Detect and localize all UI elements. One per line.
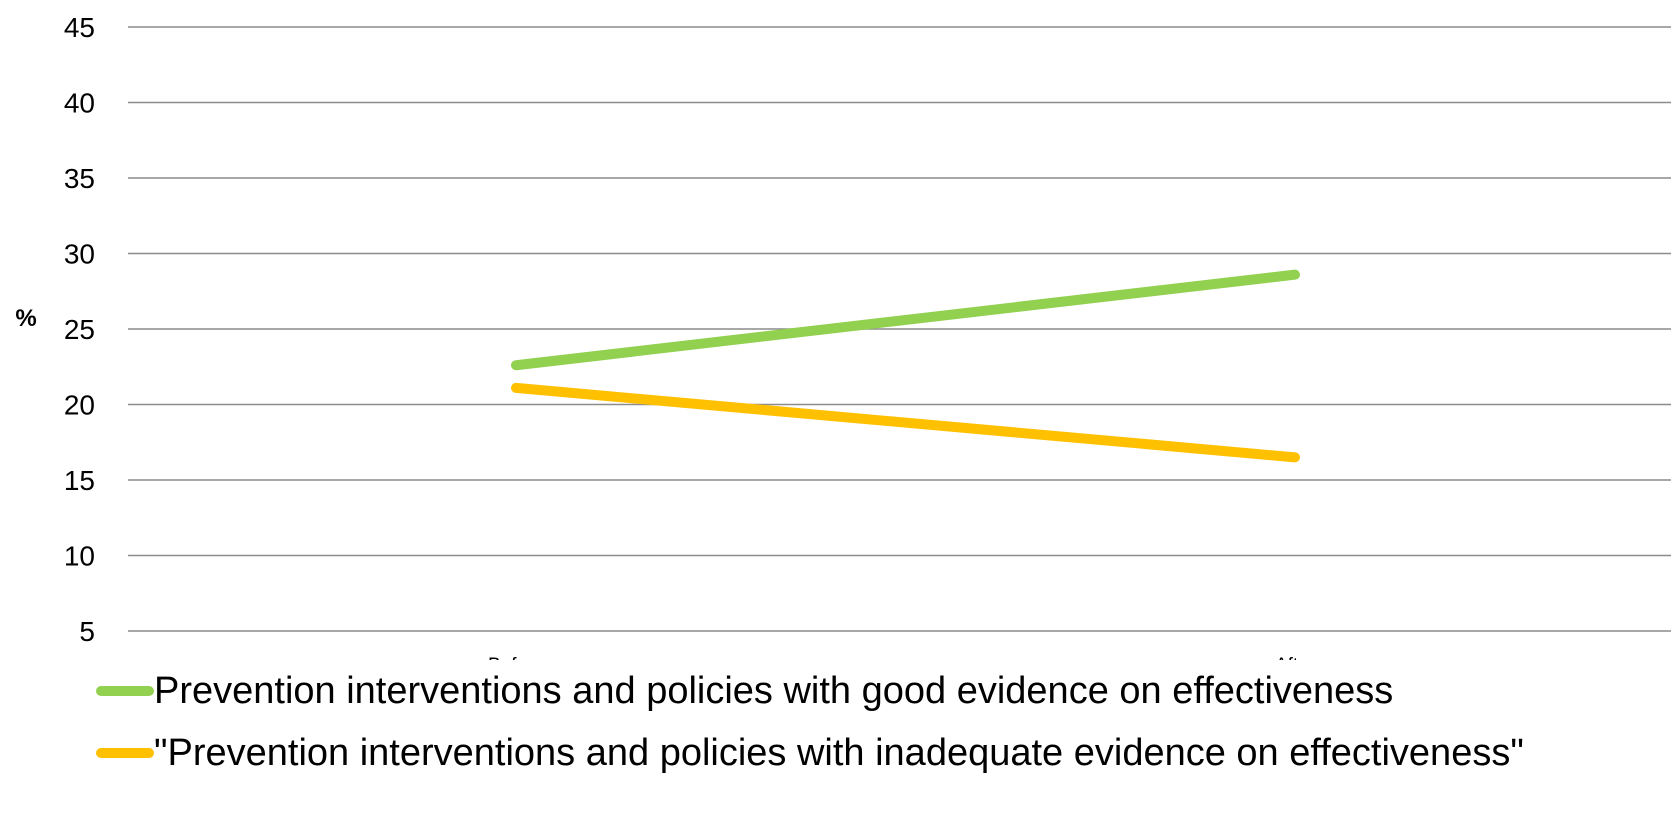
legend-swatch-good-evidence [96, 686, 154, 696]
line-chart: 5 10 15 20 25 30 35 40 45 % Before After [15, 12, 1671, 660]
y-tick-label: 10 [64, 541, 95, 572]
series-lines [511, 269, 1300, 463]
x-tick-label-after: After [1275, 655, 1316, 660]
series-line-0 [511, 269, 1300, 371]
gridlines [128, 26, 1671, 632]
x-tick-label-before: Before [488, 655, 544, 660]
y-tick-label: 25 [64, 314, 95, 345]
legend-label-inadequate-evidence: "Prevention interventions and policies w… [154, 731, 1524, 774]
legend: Prevention interventions and policies wi… [96, 660, 1524, 784]
series-line-1 [511, 382, 1300, 463]
y-tick-label: 35 [64, 163, 95, 194]
legend-label-good-evidence: Prevention interventions and policies wi… [154, 669, 1394, 712]
y-tick-label: 45 [64, 12, 95, 43]
y-tick-label: 15 [64, 465, 95, 496]
x-axis-ticks: Before After [488, 655, 1316, 660]
y-tick-label: 30 [64, 239, 95, 270]
y-axis-ticks: 5 10 15 20 25 30 35 40 45 [64, 12, 95, 647]
legend-item-good-evidence: Prevention interventions and policies wi… [96, 660, 1524, 722]
legend-item-inadequate-evidence: "Prevention interventions and policies w… [96, 722, 1524, 784]
y-tick-label: 5 [79, 616, 95, 647]
y-axis-label: % [15, 305, 36, 332]
y-tick-label: 40 [64, 88, 95, 119]
y-tick-label: 20 [64, 390, 95, 421]
legend-swatch-inadequate-evidence [96, 748, 154, 758]
